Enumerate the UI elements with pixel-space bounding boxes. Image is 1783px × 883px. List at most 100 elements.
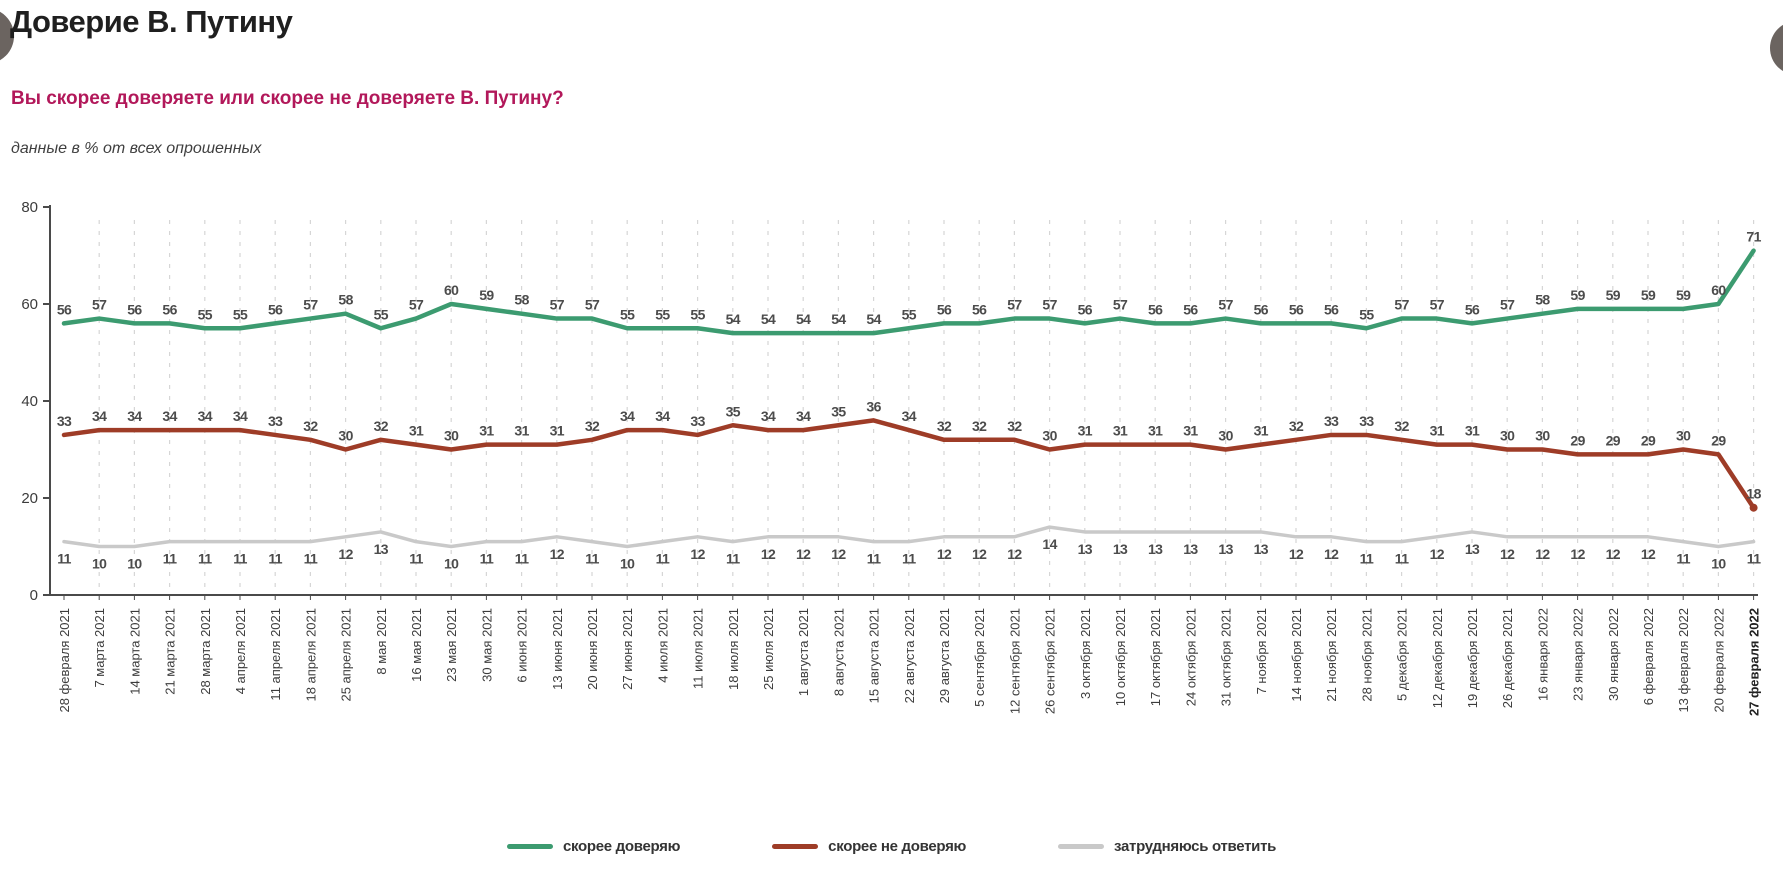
svg-text:59: 59 [1676, 287, 1691, 303]
svg-text:55: 55 [690, 306, 705, 322]
svg-text:11: 11 [409, 551, 423, 567]
svg-text:13: 13 [1218, 541, 1233, 557]
svg-text:54: 54 [831, 311, 846, 327]
svg-text:11: 11 [233, 551, 247, 567]
svg-text:58: 58 [1535, 292, 1550, 308]
svg-text:15 августа 2021: 15 августа 2021 [867, 608, 882, 703]
svg-text:11: 11 [515, 551, 529, 567]
svg-text:58: 58 [514, 292, 529, 308]
svg-text:20: 20 [21, 490, 38, 507]
svg-text:30: 30 [444, 428, 459, 444]
svg-text:5 сентября 2021: 5 сентября 2021 [972, 608, 987, 707]
nav-edge-button-right[interactable] [1770, 21, 1783, 75]
chart-canvas: 0 20 40 60 80 56 57 56 56 55 55 56 57 58 55 57 60 59 58 57 5… [21, 199, 1762, 716]
svg-text:28 ноября 2021: 28 ноября 2021 [1359, 608, 1374, 702]
svg-text:11: 11 [1676, 551, 1690, 567]
svg-text:10: 10 [444, 556, 459, 572]
svg-text:55: 55 [198, 306, 213, 322]
svg-text:31: 31 [1148, 423, 1163, 439]
svg-text:80: 80 [21, 199, 38, 216]
svg-text:29 августа 2021: 29 августа 2021 [937, 608, 952, 703]
svg-text:33: 33 [1359, 413, 1374, 429]
svg-text:56: 56 [937, 301, 952, 317]
svg-text:11: 11 [57, 551, 71, 567]
svg-text:19 декабря 2021: 19 декабря 2021 [1465, 608, 1480, 708]
svg-text:24 октября 2021: 24 октября 2021 [1183, 608, 1198, 706]
svg-text:12: 12 [796, 546, 811, 562]
svg-text:34: 34 [162, 408, 177, 424]
svg-text:55: 55 [902, 306, 917, 322]
svg-text:59: 59 [479, 287, 494, 303]
svg-text:18 июля 2021: 18 июля 2021 [726, 608, 741, 690]
trust-line-chart: 0 20 40 60 80 56 57 56 56 55 55 56 57 58 55 57 60 59 58 57 5… [6, 192, 1766, 742]
svg-text:31: 31 [514, 423, 529, 439]
svg-text:10: 10 [92, 556, 107, 572]
svg-text:4 апреля 2021: 4 апреля 2021 [233, 608, 248, 694]
svg-text:13: 13 [1148, 541, 1163, 557]
svg-text:56: 56 [1148, 301, 1163, 317]
svg-text:56: 56 [1078, 301, 1093, 317]
svg-text:20 февраля 2022: 20 февраля 2022 [1711, 608, 1726, 713]
svg-text:34: 34 [796, 408, 811, 424]
svg-text:34: 34 [92, 408, 107, 424]
svg-text:60: 60 [21, 296, 38, 313]
svg-text:30: 30 [1042, 428, 1057, 444]
svg-text:57: 57 [585, 297, 600, 313]
svg-text:12: 12 [972, 546, 987, 562]
svg-text:8 мая 2021: 8 мая 2021 [374, 608, 389, 675]
svg-text:32: 32 [937, 418, 952, 434]
svg-text:25 июля 2021: 25 июля 2021 [761, 608, 776, 690]
svg-text:16 мая 2021: 16 мая 2021 [409, 608, 424, 682]
svg-text:12: 12 [338, 546, 353, 562]
svg-text:12 декабря 2021: 12 декабря 2021 [1430, 608, 1445, 708]
svg-text:27 июня 2021: 27 июня 2021 [620, 608, 635, 690]
svg-text:30: 30 [1535, 428, 1550, 444]
legend-line-red-icon [772, 844, 819, 849]
svg-text:59: 59 [1606, 287, 1621, 303]
legend-item-no-trust: скорее не доверяю [772, 838, 966, 855]
svg-text:40: 40 [21, 393, 38, 410]
svg-text:55: 55 [1359, 306, 1374, 322]
svg-text:32: 32 [374, 418, 389, 434]
svg-text:31: 31 [1113, 423, 1128, 439]
svg-text:56: 56 [1254, 301, 1269, 317]
svg-text:10: 10 [620, 556, 635, 572]
svg-text:30 мая 2021: 30 мая 2021 [479, 608, 494, 682]
svg-text:33: 33 [690, 413, 705, 429]
svg-text:12: 12 [1007, 546, 1022, 562]
svg-text:6 февраля 2022: 6 февраля 2022 [1641, 608, 1656, 705]
svg-text:13: 13 [374, 541, 389, 557]
svg-text:11: 11 [1360, 551, 1374, 567]
svg-text:22 августа 2021: 22 августа 2021 [902, 608, 917, 703]
svg-text:31: 31 [1183, 423, 1198, 439]
svg-text:11: 11 [585, 551, 599, 567]
svg-text:21 марта 2021: 21 марта 2021 [163, 608, 178, 695]
svg-text:0: 0 [30, 587, 38, 604]
svg-text:10: 10 [127, 556, 142, 572]
svg-text:14 ноября 2021: 14 ноября 2021 [1289, 608, 1304, 702]
svg-text:32: 32 [1007, 418, 1022, 434]
svg-text:35: 35 [726, 403, 741, 419]
legend-label-undecided: затрудняюсь ответить [1114, 838, 1277, 855]
legend-item-trust: скорее доверяю [506, 838, 680, 855]
legend-label-no-trust: скорее не доверяю [828, 838, 967, 855]
svg-text:12: 12 [1535, 546, 1550, 562]
svg-text:55: 55 [233, 306, 248, 322]
svg-text:14 марта 2021: 14 марта 2021 [127, 608, 142, 695]
svg-text:57: 57 [303, 297, 318, 313]
svg-text:10 октября 2021: 10 октября 2021 [1113, 608, 1128, 706]
svg-text:34: 34 [198, 408, 213, 424]
svg-text:60: 60 [1711, 282, 1726, 298]
svg-text:8 августа 2021: 8 августа 2021 [831, 608, 846, 696]
svg-text:30 января 2022: 30 января 2022 [1606, 608, 1621, 701]
svg-text:59: 59 [1570, 287, 1585, 303]
svg-text:12: 12 [1606, 546, 1621, 562]
svg-text:18 апреля 2021: 18 апреля 2021 [303, 608, 318, 702]
svg-text:32: 32 [585, 418, 600, 434]
survey-question: Вы скорее доверяете или скорее не доверя… [11, 88, 564, 109]
svg-text:11: 11 [867, 551, 881, 567]
svg-text:54: 54 [796, 311, 811, 327]
page-title: Доверие В. Путину [10, 4, 293, 39]
svg-text:16 января 2022: 16 января 2022 [1535, 608, 1550, 701]
svg-text:12: 12 [690, 546, 705, 562]
